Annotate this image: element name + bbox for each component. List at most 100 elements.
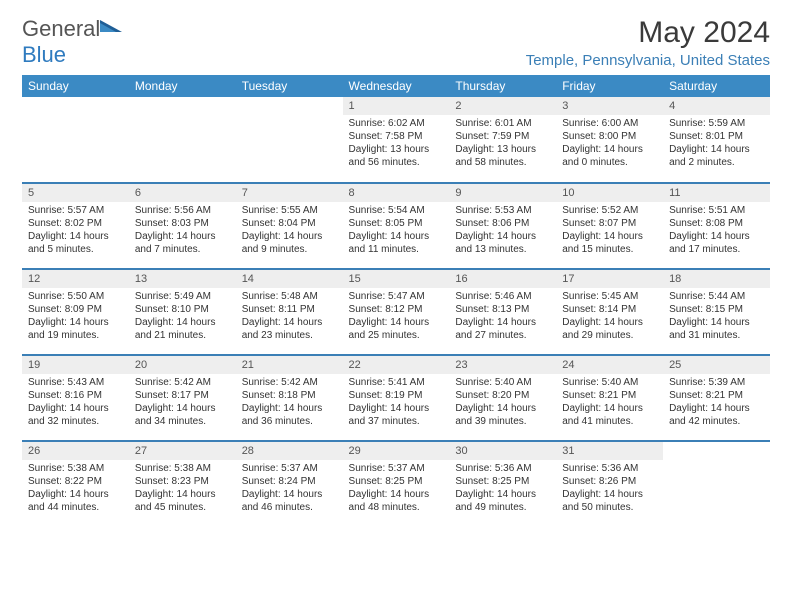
sunset-text: Sunset: 8:21 PM: [562, 389, 657, 402]
sunrise-text: Sunrise: 5:44 AM: [669, 290, 764, 303]
daylight-text: Daylight: 14 hours and 2 minutes.: [669, 143, 764, 169]
day-details: Sunrise: 5:44 AMSunset: 8:15 PMDaylight:…: [663, 288, 770, 346]
sunrise-text: Sunrise: 5:55 AM: [242, 204, 337, 217]
flag-icon: [100, 16, 122, 34]
daylight-text: Daylight: 14 hours and 0 minutes.: [562, 143, 657, 169]
day-details: Sunrise: 5:36 AMSunset: 8:26 PMDaylight:…: [556, 460, 663, 518]
day-details: Sunrise: 5:54 AMSunset: 8:05 PMDaylight:…: [343, 202, 450, 260]
day-details: Sunrise: 5:39 AMSunset: 8:21 PMDaylight:…: [663, 374, 770, 432]
daylight-text: Daylight: 14 hours and 11 minutes.: [349, 230, 444, 256]
day-number: 24: [556, 356, 663, 374]
title-block: May 2024 Temple, Pennsylvania, United St…: [526, 16, 770, 69]
sunrise-text: Sunrise: 5:59 AM: [669, 117, 764, 130]
sunrise-text: Sunrise: 5:52 AM: [562, 204, 657, 217]
sunrise-text: Sunrise: 6:02 AM: [349, 117, 444, 130]
day-number: 29: [343, 442, 450, 460]
day-cell: 1Sunrise: 6:02 AMSunset: 7:58 PMDaylight…: [343, 97, 450, 183]
sunset-text: Sunset: 8:15 PM: [669, 303, 764, 316]
day-details: Sunrise: 5:46 AMSunset: 8:13 PMDaylight:…: [449, 288, 556, 346]
day-cell: 24Sunrise: 5:40 AMSunset: 8:21 PMDayligh…: [556, 355, 663, 441]
day-number: 5: [22, 184, 129, 202]
day-details: Sunrise: 5:53 AMSunset: 8:06 PMDaylight:…: [449, 202, 556, 260]
day-number: 27: [129, 442, 236, 460]
day-cell: 27Sunrise: 5:38 AMSunset: 8:23 PMDayligh…: [129, 441, 236, 527]
day-number: 8: [343, 184, 450, 202]
location-text: Temple, Pennsylvania, United States: [526, 52, 770, 69]
day-number: 18: [663, 270, 770, 288]
sunset-text: Sunset: 8:25 PM: [349, 475, 444, 488]
day-cell: 31Sunrise: 5:36 AMSunset: 8:26 PMDayligh…: [556, 441, 663, 527]
day-number: 25: [663, 356, 770, 374]
page-title: May 2024: [526, 16, 770, 50]
sunrise-text: Sunrise: 6:01 AM: [455, 117, 550, 130]
day-cell: 28Sunrise: 5:37 AMSunset: 8:24 PMDayligh…: [236, 441, 343, 527]
day-details: Sunrise: 5:59 AMSunset: 8:01 PMDaylight:…: [663, 115, 770, 173]
week-row: 1Sunrise: 6:02 AMSunset: 7:58 PMDaylight…: [22, 97, 770, 183]
day-cell: 17Sunrise: 5:45 AMSunset: 8:14 PMDayligh…: [556, 269, 663, 355]
day-cell: 5Sunrise: 5:57 AMSunset: 8:02 PMDaylight…: [22, 183, 129, 269]
sunrise-text: Sunrise: 5:54 AM: [349, 204, 444, 217]
calendar-table: Sunday Monday Tuesday Wednesday Thursday…: [22, 75, 770, 527]
sunrise-text: Sunrise: 5:38 AM: [28, 462, 123, 475]
sunrise-text: Sunrise: 5:42 AM: [135, 376, 230, 389]
sunset-text: Sunset: 8:07 PM: [562, 217, 657, 230]
day-details: Sunrise: 5:50 AMSunset: 8:09 PMDaylight:…: [22, 288, 129, 346]
day-cell: 14Sunrise: 5:48 AMSunset: 8:11 PMDayligh…: [236, 269, 343, 355]
day-details: Sunrise: 5:56 AMSunset: 8:03 PMDaylight:…: [129, 202, 236, 260]
daylight-text: Daylight: 14 hours and 45 minutes.: [135, 488, 230, 514]
daylight-text: Daylight: 14 hours and 31 minutes.: [669, 316, 764, 342]
day-details: Sunrise: 5:40 AMSunset: 8:21 PMDaylight:…: [556, 374, 663, 432]
daylight-text: Daylight: 14 hours and 7 minutes.: [135, 230, 230, 256]
sunset-text: Sunset: 8:01 PM: [669, 130, 764, 143]
sunrise-text: Sunrise: 5:36 AM: [562, 462, 657, 475]
day-number: 14: [236, 270, 343, 288]
sunset-text: Sunset: 8:05 PM: [349, 217, 444, 230]
week-row: 19Sunrise: 5:43 AMSunset: 8:16 PMDayligh…: [22, 355, 770, 441]
sunset-text: Sunset: 8:19 PM: [349, 389, 444, 402]
daylight-text: Daylight: 14 hours and 17 minutes.: [669, 230, 764, 256]
day-number: 16: [449, 270, 556, 288]
header: GeneralBlue May 2024 Temple, Pennsylvani…: [22, 16, 770, 69]
day-cell: 18Sunrise: 5:44 AMSunset: 8:15 PMDayligh…: [663, 269, 770, 355]
sunrise-text: Sunrise: 5:50 AM: [28, 290, 123, 303]
daylight-text: Daylight: 14 hours and 5 minutes.: [28, 230, 123, 256]
day-details: Sunrise: 6:02 AMSunset: 7:58 PMDaylight:…: [343, 115, 450, 173]
daylight-text: Daylight: 14 hours and 36 minutes.: [242, 402, 337, 428]
day-cell: 10Sunrise: 5:52 AMSunset: 8:07 PMDayligh…: [556, 183, 663, 269]
day-details: Sunrise: 5:52 AMSunset: 8:07 PMDaylight:…: [556, 202, 663, 260]
sunset-text: Sunset: 8:13 PM: [455, 303, 550, 316]
day-number: [236, 97, 343, 101]
day-details: Sunrise: 5:55 AMSunset: 8:04 PMDaylight:…: [236, 202, 343, 260]
calendar-body: 1Sunrise: 6:02 AMSunset: 7:58 PMDaylight…: [22, 97, 770, 527]
day-number: [129, 97, 236, 101]
day-number: 2: [449, 97, 556, 115]
day-cell: 7Sunrise: 5:55 AMSunset: 8:04 PMDaylight…: [236, 183, 343, 269]
sunset-text: Sunset: 8:04 PM: [242, 217, 337, 230]
day-details: Sunrise: 5:48 AMSunset: 8:11 PMDaylight:…: [236, 288, 343, 346]
daylight-text: Daylight: 14 hours and 37 minutes.: [349, 402, 444, 428]
day-details: Sunrise: 5:42 AMSunset: 8:17 PMDaylight:…: [129, 374, 236, 432]
sunset-text: Sunset: 8:23 PM: [135, 475, 230, 488]
header-wednesday: Wednesday: [343, 75, 450, 97]
daylight-text: Daylight: 14 hours and 9 minutes.: [242, 230, 337, 256]
daylight-text: Daylight: 14 hours and 41 minutes.: [562, 402, 657, 428]
day-cell: 16Sunrise: 5:46 AMSunset: 8:13 PMDayligh…: [449, 269, 556, 355]
sunrise-text: Sunrise: 5:48 AM: [242, 290, 337, 303]
header-tuesday: Tuesday: [236, 75, 343, 97]
daylight-text: Daylight: 14 hours and 49 minutes.: [455, 488, 550, 514]
sunset-text: Sunset: 8:20 PM: [455, 389, 550, 402]
sunrise-text: Sunrise: 5:36 AM: [455, 462, 550, 475]
sunrise-text: Sunrise: 5:39 AM: [669, 376, 764, 389]
daylight-text: Daylight: 14 hours and 50 minutes.: [562, 488, 657, 514]
daylight-text: Daylight: 14 hours and 15 minutes.: [562, 230, 657, 256]
day-cell: 12Sunrise: 5:50 AMSunset: 8:09 PMDayligh…: [22, 269, 129, 355]
day-number: [22, 97, 129, 101]
sunset-text: Sunset: 8:03 PM: [135, 217, 230, 230]
day-number: 21: [236, 356, 343, 374]
day-details: Sunrise: 6:00 AMSunset: 8:00 PMDaylight:…: [556, 115, 663, 173]
day-details: Sunrise: 5:38 AMSunset: 8:23 PMDaylight:…: [129, 460, 236, 518]
day-number: 19: [22, 356, 129, 374]
sunrise-text: Sunrise: 5:43 AM: [28, 376, 123, 389]
day-number: 3: [556, 97, 663, 115]
sunset-text: Sunset: 8:02 PM: [28, 217, 123, 230]
